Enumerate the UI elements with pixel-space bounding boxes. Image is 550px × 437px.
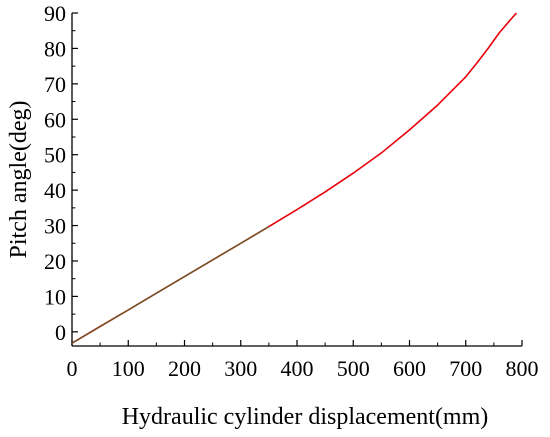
y-ticks: 0 10 20 30 40 50 60 70 80 90 [44,1,78,345]
plot-area: 0 10 20 30 40 50 60 70 80 90 0 100 200 300 400 500 600 7… [44,1,539,381]
x-tick-label: 400 [281,356,314,381]
y-tick-label: 90 [44,1,66,26]
y-tick-label: 50 [44,143,66,168]
x-axis-title: Hydraulic cylinder displacement(mm) [122,404,489,430]
x-tick-label: 800 [506,356,539,381]
y-tick-label: 40 [44,178,66,203]
x-tick-label: 0 [67,356,78,381]
y-tick-label: 20 [44,249,66,274]
y-tick-label: 70 [44,72,66,97]
y-tick-label: 0 [55,320,66,345]
y-tick-label: 80 [44,36,66,61]
y-tick-label: 30 [44,214,66,239]
y-tick-label: 60 [44,107,66,132]
y-axis-title: Pitch angle(deg) [6,101,32,259]
x-tick-label: 700 [449,356,482,381]
x-tick-label: 300 [224,356,257,381]
x-tick-label: 200 [168,356,201,381]
x-ticks: 0 100 200 300 400 500 600 700 800 [67,340,539,381]
x-tick-label: 500 [337,356,370,381]
y-tick-label: 10 [44,284,66,309]
series-layer [71,12,518,344]
series-overlay-line-0 [71,226,270,344]
x-tick-label: 600 [393,356,426,381]
x-tick-label: 100 [112,356,145,381]
series-line-0 [71,12,518,344]
